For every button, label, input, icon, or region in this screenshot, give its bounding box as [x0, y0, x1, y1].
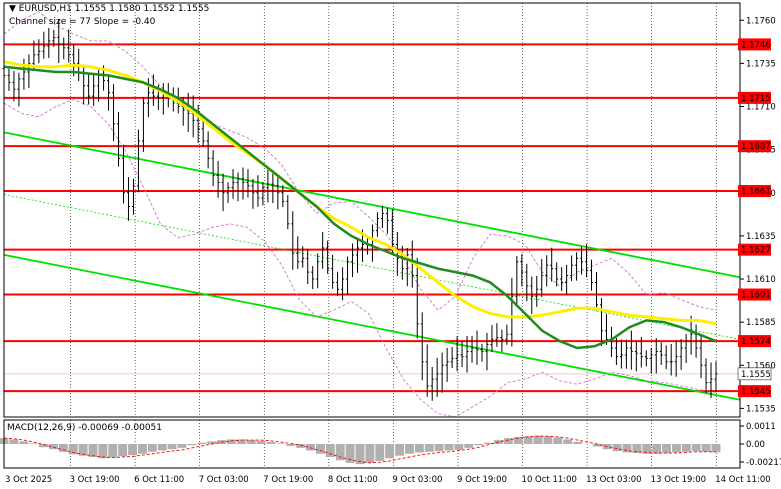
x-tick-label: 13 Oct 03:00 [586, 475, 641, 485]
ma-fast-line [3, 65, 717, 350]
channel-midline [3, 194, 741, 340]
level-price-text: 1.1715 [741, 94, 771, 104]
current-price-tag [737, 367, 772, 381]
y-tick-label: 1.1585 [746, 318, 776, 328]
level-price-tag [738, 140, 771, 153]
x-tick-label: 7 Oct 03:00 [199, 475, 249, 485]
y-tick-label: 1.1735 [746, 59, 776, 69]
y-tick-label: 1.1560 [746, 361, 776, 371]
x-tick-label: 7 Oct 19:00 [263, 475, 313, 485]
x-tick-label: 14 Oct 11:00 [715, 475, 770, 485]
bollinger-upper [3, 11, 717, 311]
channel-info: Channel size = 77 Slope = -0.40 [9, 17, 156, 27]
macd-y-tick-label: 0.0011 [746, 422, 776, 432]
macd-y-tick-label: 0.00 [746, 440, 765, 450]
ma-slow-line [3, 60, 717, 326]
chart-frame: 3 Oct 2025 3 Oct 19:00 6 Oct 11:00 7 Oct 03… [3, 2, 781, 485]
x-tick-label: 9 Oct 03:00 [392, 475, 442, 485]
x-tick-label: 6 Oct 11:00 [134, 475, 184, 485]
symbol-ohlc-text: EURUSD,H1 1.1555 1.1580 1.1552 1.1555 [18, 4, 210, 14]
channel-line [3, 253, 741, 401]
level-price-text: 1.1627 [741, 246, 771, 256]
macd-panel [0, 420, 721, 468]
price-panel [2, 3, 741, 418]
macd-y-tick-label: -0.00217 [746, 458, 781, 468]
level-price-text: 1.1601 [741, 291, 771, 301]
y-tick-label: 1.1710 [746, 103, 776, 113]
y-tick-label: 1.1535 [746, 404, 776, 414]
level-price-tag [738, 185, 771, 198]
x-tick-label: 13 Oct 19:00 [651, 475, 706, 485]
level-price-tag [738, 91, 771, 104]
level-price-tag [738, 385, 771, 398]
level-price-text: 1.1661 [741, 187, 771, 197]
macd-label: MACD(12,26,9) -0.00069 -0.00051 [7, 423, 163, 433]
level-price-tag [738, 288, 771, 301]
level-price-text: 1.1746 [741, 40, 771, 50]
x-tick-label: 3 Oct 2025 [5, 475, 52, 485]
y-tick-label: 1.1610 [746, 275, 776, 285]
price-panel-border [3, 2, 741, 418]
x-tick-label: 3 Oct 19:00 [70, 475, 120, 485]
current-price-text: 1.1555 [741, 370, 771, 380]
level-price-tag [738, 243, 771, 256]
x-tick-label: 10 Oct 11:00 [522, 475, 577, 485]
y-tick-label: 1.1635 [746, 232, 776, 242]
level-price-text: 1.1574 [741, 337, 771, 347]
x-tick-label: 8 Oct 11:00 [328, 475, 378, 485]
level-price-text: 1.1545 [741, 387, 771, 397]
collapse-triangle-icon[interactable]: ▼ [9, 4, 16, 14]
y-tick-label: 1.1760 [746, 16, 776, 26]
level-price-tag [738, 38, 771, 51]
bollinger-lower [3, 99, 717, 418]
level-price-tag [738, 335, 771, 348]
symbol-header: ▼ EURUSD,H1 1.1555 1.1580 1.1552 1.1555 [9, 4, 209, 14]
level-price-text: 1.1687 [741, 142, 771, 152]
x-tick-label: 9 Oct 19:00 [457, 475, 507, 485]
channel-line [3, 131, 741, 279]
macd-signal-line [3, 435, 716, 464]
